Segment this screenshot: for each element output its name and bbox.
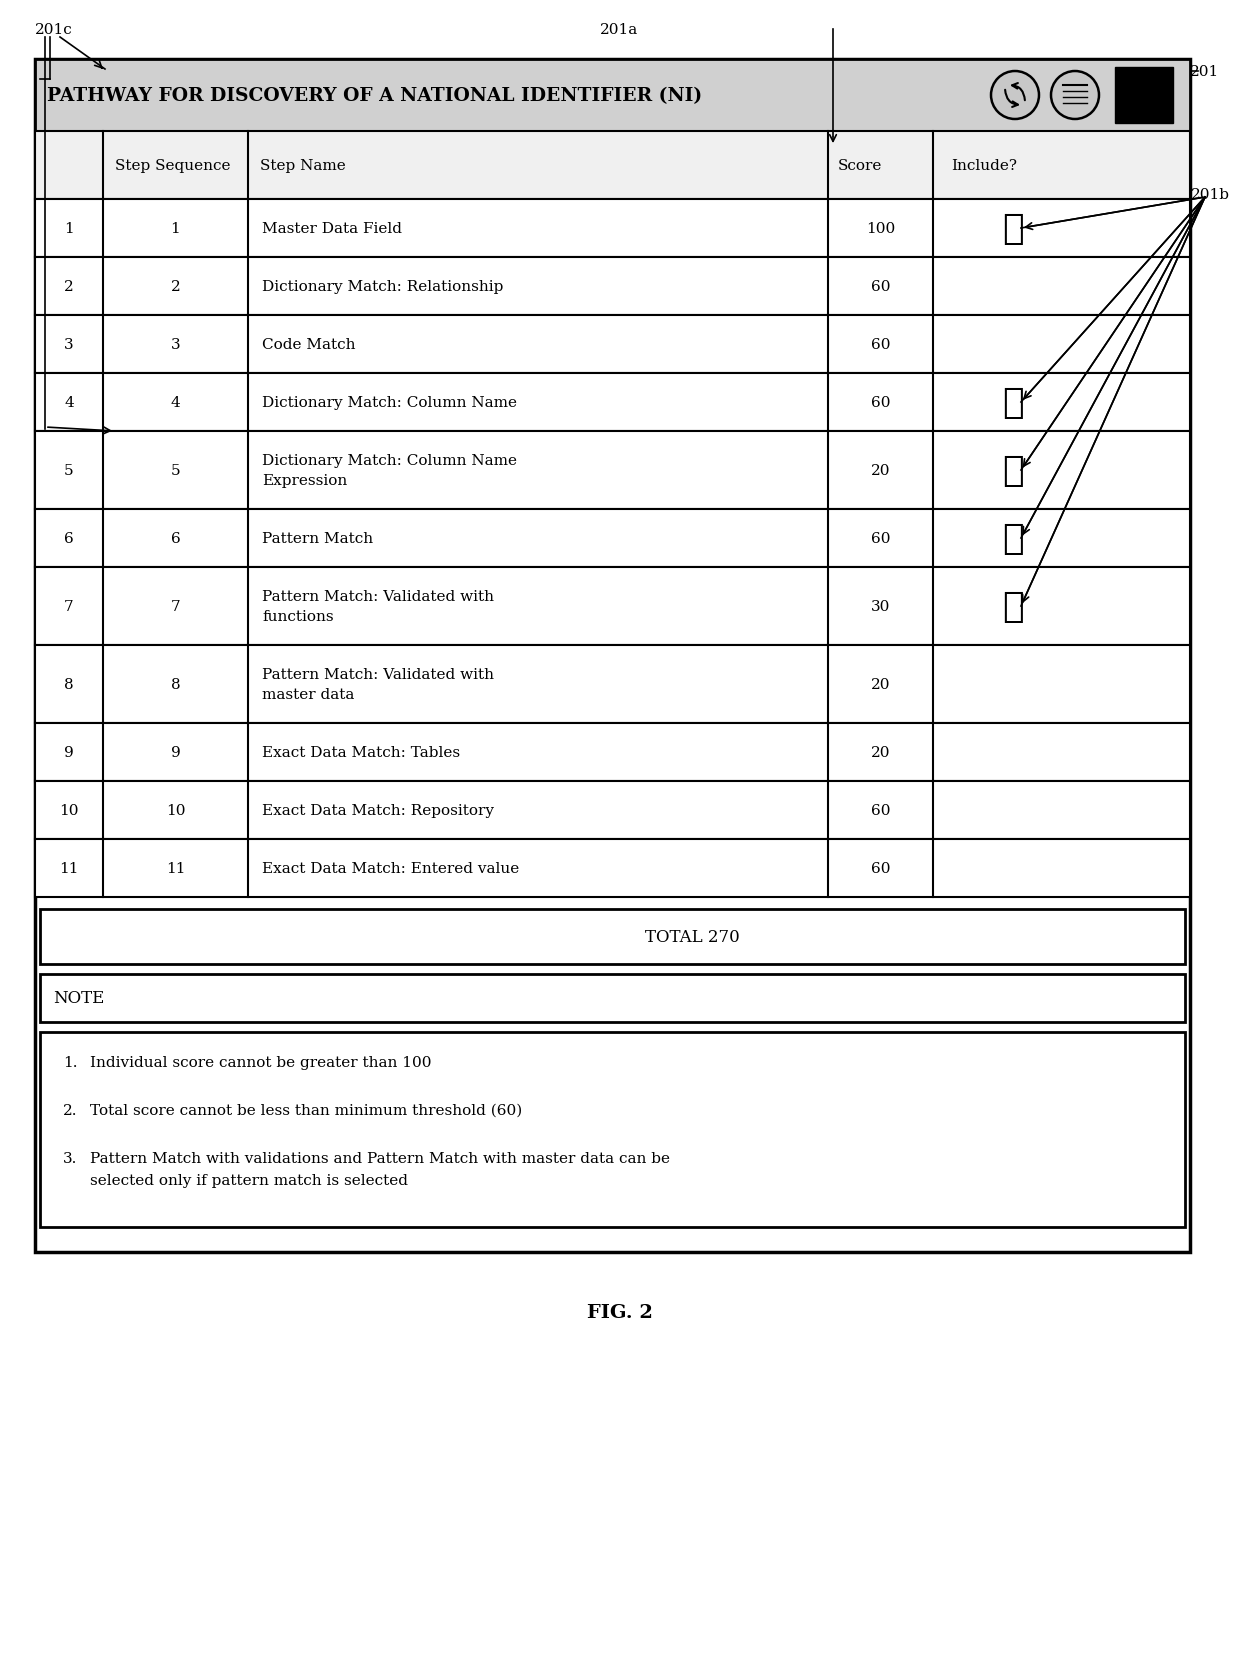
Bar bbox=[35, 258, 1190, 316]
Text: 1: 1 bbox=[64, 221, 74, 236]
Text: 201a: 201a bbox=[600, 23, 639, 37]
Text: Dictionary Match: Column Name: Dictionary Match: Column Name bbox=[262, 396, 517, 409]
Text: 201: 201 bbox=[1190, 65, 1220, 78]
Text: 3: 3 bbox=[64, 338, 74, 351]
Text: ✓: ✓ bbox=[1002, 589, 1024, 624]
Text: Dictionary Match: Column Name: Dictionary Match: Column Name bbox=[262, 454, 517, 468]
Bar bbox=[35, 131, 1190, 200]
Text: Individual score cannot be greater than 100: Individual score cannot be greater than … bbox=[91, 1055, 432, 1070]
Bar bbox=[40, 1032, 1185, 1228]
Text: 2: 2 bbox=[171, 280, 180, 295]
Text: 1.: 1. bbox=[63, 1055, 77, 1070]
Text: 3: 3 bbox=[171, 338, 180, 351]
Text: PATHWAY FOR DISCOVERY OF A NATIONAL IDENTIFIER (NI): PATHWAY FOR DISCOVERY OF A NATIONAL IDEN… bbox=[47, 87, 702, 105]
Text: ✓: ✓ bbox=[1002, 211, 1024, 246]
Text: 3.: 3. bbox=[63, 1151, 77, 1165]
Text: 10: 10 bbox=[166, 804, 185, 817]
Text: 11: 11 bbox=[166, 862, 185, 875]
Bar bbox=[35, 60, 1190, 131]
Text: 60: 60 bbox=[870, 804, 890, 817]
Text: 7: 7 bbox=[64, 599, 74, 614]
Text: ✓: ✓ bbox=[1002, 522, 1024, 556]
Bar bbox=[1115, 68, 1173, 123]
Bar bbox=[35, 567, 1190, 646]
Bar bbox=[35, 782, 1190, 840]
Circle shape bbox=[1052, 72, 1099, 120]
Text: 8: 8 bbox=[171, 677, 180, 692]
Text: Include?: Include? bbox=[951, 158, 1017, 173]
Text: 4: 4 bbox=[64, 396, 74, 409]
Bar bbox=[40, 910, 1185, 965]
Text: 60: 60 bbox=[870, 532, 890, 546]
Text: 60: 60 bbox=[870, 862, 890, 875]
Text: 60: 60 bbox=[870, 280, 890, 295]
Text: Master Data Field: Master Data Field bbox=[262, 221, 402, 236]
Text: 9: 9 bbox=[64, 745, 74, 759]
Text: 60: 60 bbox=[870, 396, 890, 409]
Bar bbox=[35, 374, 1190, 431]
Text: functions: functions bbox=[262, 609, 334, 624]
Text: ✓: ✓ bbox=[1002, 454, 1024, 488]
Text: Exact Data Match: Repository: Exact Data Match: Repository bbox=[262, 804, 494, 817]
Text: Exact Data Match: Entered value: Exact Data Match: Entered value bbox=[262, 862, 520, 875]
Text: Pattern Match with validations and Pattern Match with master data can be: Pattern Match with validations and Patte… bbox=[91, 1151, 670, 1165]
Text: 1: 1 bbox=[171, 221, 180, 236]
Text: Dictionary Match: Relationship: Dictionary Match: Relationship bbox=[262, 280, 503, 295]
Text: Step Sequence: Step Sequence bbox=[115, 158, 231, 173]
Text: 20: 20 bbox=[870, 464, 890, 478]
Text: Code Match: Code Match bbox=[262, 338, 356, 351]
Text: master data: master data bbox=[262, 687, 355, 702]
Text: NOTE: NOTE bbox=[53, 990, 104, 1007]
Bar bbox=[35, 840, 1190, 897]
Text: 201b: 201b bbox=[1190, 188, 1230, 201]
Text: 5: 5 bbox=[171, 464, 180, 478]
Text: TOTAL 270: TOTAL 270 bbox=[645, 929, 740, 945]
Text: selected only if pattern match is selected: selected only if pattern match is select… bbox=[91, 1173, 408, 1188]
Text: Score: Score bbox=[838, 158, 883, 173]
Bar bbox=[40, 975, 1185, 1022]
Text: Total score cannot be less than minimum threshold (60): Total score cannot be less than minimum … bbox=[91, 1103, 522, 1117]
Text: 2.: 2. bbox=[63, 1103, 77, 1117]
Text: Exact Data Match: Tables: Exact Data Match: Tables bbox=[262, 745, 460, 759]
Text: 8: 8 bbox=[64, 677, 74, 692]
Bar bbox=[35, 316, 1190, 374]
Text: 100: 100 bbox=[866, 221, 895, 236]
Bar bbox=[35, 646, 1190, 724]
Text: 20: 20 bbox=[870, 745, 890, 759]
Text: 4: 4 bbox=[171, 396, 180, 409]
Text: X: X bbox=[1135, 83, 1153, 108]
Text: Pattern Match: Pattern Match bbox=[262, 532, 373, 546]
Text: Step Name: Step Name bbox=[260, 158, 346, 173]
Text: Expression: Expression bbox=[262, 474, 347, 488]
Text: 2: 2 bbox=[64, 280, 74, 295]
Text: 5: 5 bbox=[64, 464, 74, 478]
Text: FIG. 2: FIG. 2 bbox=[587, 1303, 653, 1321]
Text: 20: 20 bbox=[870, 677, 890, 692]
Bar bbox=[35, 724, 1190, 782]
Text: 30: 30 bbox=[870, 599, 890, 614]
Bar bbox=[35, 509, 1190, 567]
Bar bbox=[35, 200, 1190, 258]
Text: 9: 9 bbox=[171, 745, 180, 759]
Circle shape bbox=[991, 72, 1039, 120]
Text: 11: 11 bbox=[60, 862, 79, 875]
Text: 10: 10 bbox=[60, 804, 79, 817]
Text: 6: 6 bbox=[64, 532, 74, 546]
Bar bbox=[35, 60, 1190, 1253]
Text: Pattern Match: Validated with: Pattern Match: Validated with bbox=[262, 667, 494, 682]
Text: 201c: 201c bbox=[35, 23, 73, 37]
Text: ✓: ✓ bbox=[1002, 386, 1024, 419]
Bar bbox=[35, 431, 1190, 509]
Text: 7: 7 bbox=[171, 599, 180, 614]
Text: Pattern Match: Validated with: Pattern Match: Validated with bbox=[262, 589, 494, 604]
Text: 60: 60 bbox=[870, 338, 890, 351]
Text: 6: 6 bbox=[171, 532, 180, 546]
